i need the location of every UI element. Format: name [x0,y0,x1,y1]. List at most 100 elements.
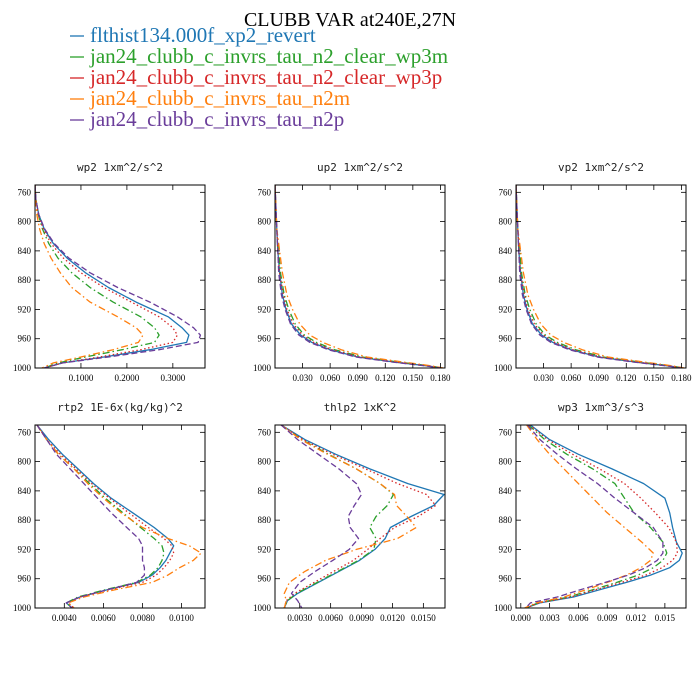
x-tick-label: 0.060 [320,373,341,383]
series-line [525,425,668,608]
x-tick-label: 0.090 [589,373,610,383]
x-tick-label: 0.015 [655,613,676,623]
y-tick-label: 800 [18,457,32,467]
panel-frame [515,424,687,609]
y-tick-label: 920 [18,304,32,314]
x-tick-label: 0.003 [539,613,560,623]
series-line [275,185,443,368]
series-line [516,185,684,368]
y-tick-label: 960 [18,334,32,344]
x-tick-label: 0.012 [626,613,646,623]
legend-entry: jan24_clubb_c_invrs_tau_n2m [89,86,350,110]
x-tick-label: 0.0060 [91,613,116,623]
y-tick-label: 760 [258,187,272,197]
x-tick-label: 0.0100 [169,613,194,623]
x-tick-label: 0.2000 [115,373,140,383]
series-line [516,185,685,368]
series-line [36,425,146,608]
x-tick-label: 0.3000 [160,373,185,383]
panel-title: up2 1xm^2/s^2 [317,161,403,174]
y-tick-label: 920 [499,304,513,314]
panel: rtp2 1E-6x(kg/kg)^2 760 800 840 880 920 960 100… [13,401,206,623]
x-tick-label: 0.006 [568,613,589,623]
y-tick-label: 960 [499,574,513,584]
x-tick-label: 0.009 [597,613,618,623]
x-tick-label: 0.180 [430,373,451,383]
series-line [35,185,179,368]
x-tick-label: 0.150 [403,373,424,383]
y-tick-label: 960 [258,334,272,344]
panel-frame [274,184,446,369]
series-line [35,185,202,368]
panel-title: wp3 1xm^3/s^3 [558,401,644,414]
panel-frame [34,424,206,609]
panel: wp2 1xm^2/s^2 760 800 840 880 920 960 1000 0.100… [13,161,206,383]
y-tick-label: 960 [499,334,513,344]
panel: wp3 1xm^3/s^3 760 800 840 880 920 960 10000.000… [494,401,687,623]
y-tick-label: 880 [258,275,272,285]
x-tick-label: 0.090 [348,373,369,383]
y-tick-label: 760 [18,187,32,197]
series-line [275,185,441,368]
y-tick-label: 920 [258,304,272,314]
x-tick-label: 0.0150 [411,613,436,623]
figure-title: CLUBB VAR at240E,27N [244,9,456,31]
series-line [516,185,682,368]
y-tick-label: 840 [258,486,272,496]
y-tick-label: 760 [18,427,32,437]
series-line [525,425,683,608]
panel-frame [34,184,206,369]
panel-title: wp2 1xm^2/s^2 [77,161,163,174]
y-tick-label: 760 [258,427,272,437]
y-tick-label: 1000 [253,363,272,373]
series-line [280,425,417,608]
series-line [525,425,664,608]
y-tick-label: 920 [499,544,513,554]
y-tick-label: 960 [18,574,32,584]
x-tick-label: 0.030 [292,373,313,383]
y-tick-label: 840 [258,246,272,256]
panel-title: vp2 1xm^2/s^2 [558,161,644,174]
y-tick-label: 920 [258,544,272,554]
x-tick-label: 0.0080 [130,613,155,623]
x-tick-label: 0.0030 [287,613,312,623]
x-tick-label: 0.180 [671,373,692,383]
y-tick-label: 800 [499,457,513,467]
y-tick-label: 800 [18,217,32,227]
series-line [280,425,437,608]
y-tick-label: 760 [499,427,513,437]
series-line [275,185,443,368]
x-tick-label: 0.150 [644,373,665,383]
series-line [275,185,443,368]
y-tick-label: 880 [499,515,513,525]
panel: vp2 1xm^2/s^2 760 800 840 880 920 960 1000 0.030… [494,161,692,383]
series-line [280,425,395,608]
x-tick-label: 0.030 [533,373,554,383]
x-tick-label: 0.0090 [349,613,374,623]
y-tick-label: 880 [258,515,272,525]
series-line [275,185,444,368]
panel-frame [515,184,687,369]
y-tick-label: 1000 [494,603,513,613]
x-tick-label: 0.000 [511,613,532,623]
y-tick-label: 920 [18,544,32,554]
y-tick-label: 960 [258,574,272,584]
x-tick-label: 0.120 [375,373,396,383]
y-tick-label: 800 [499,217,513,227]
x-tick-label: 0.120 [616,373,637,383]
series-line [524,425,654,608]
y-tick-label: 840 [499,486,513,496]
y-tick-label: 880 [499,275,513,285]
y-tick-label: 760 [499,187,513,197]
x-tick-label: 0.0040 [52,613,77,623]
series-line [516,185,684,368]
legend: flthist134.000f_xp2_revertjan24_clubb_c_… [70,23,448,131]
y-tick-label: 840 [18,486,32,496]
panel-grid: wp2 1xm^2/s^2 760 800 840 880 920 960 1000 0.100… [13,161,692,623]
y-tick-label: 800 [258,217,272,227]
series-line [516,185,684,368]
y-tick-label: 1000 [253,603,272,613]
y-tick-label: 800 [258,457,272,467]
y-tick-label: 880 [18,515,32,525]
